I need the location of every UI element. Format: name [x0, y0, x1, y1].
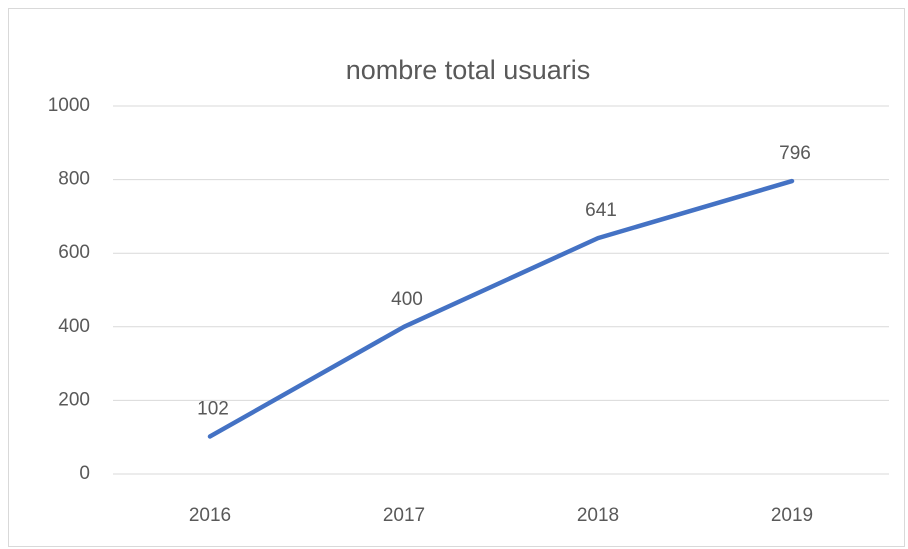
- x-tick-label: 2017: [383, 505, 425, 526]
- data-label: 102: [197, 398, 229, 419]
- y-tick-label: 400: [58, 316, 90, 337]
- data-line: [207, 178, 795, 439]
- y-tick-label: 1000: [48, 95, 90, 116]
- data-label: 641: [585, 200, 617, 221]
- data-label: 796: [779, 143, 811, 164]
- chart-title: nombre total usuaris: [346, 55, 591, 85]
- x-tick-label: 2016: [189, 505, 231, 526]
- chart-border: [8, 8, 905, 547]
- y-tick-label: 600: [58, 242, 90, 263]
- y-tick-label: 0: [79, 463, 90, 484]
- y-tick-label: 200: [58, 389, 90, 410]
- x-tick-label: 2018: [577, 505, 619, 526]
- data-label: 400: [391, 289, 423, 310]
- x-tick-label: 2019: [771, 505, 813, 526]
- y-tick-label: 800: [58, 169, 90, 190]
